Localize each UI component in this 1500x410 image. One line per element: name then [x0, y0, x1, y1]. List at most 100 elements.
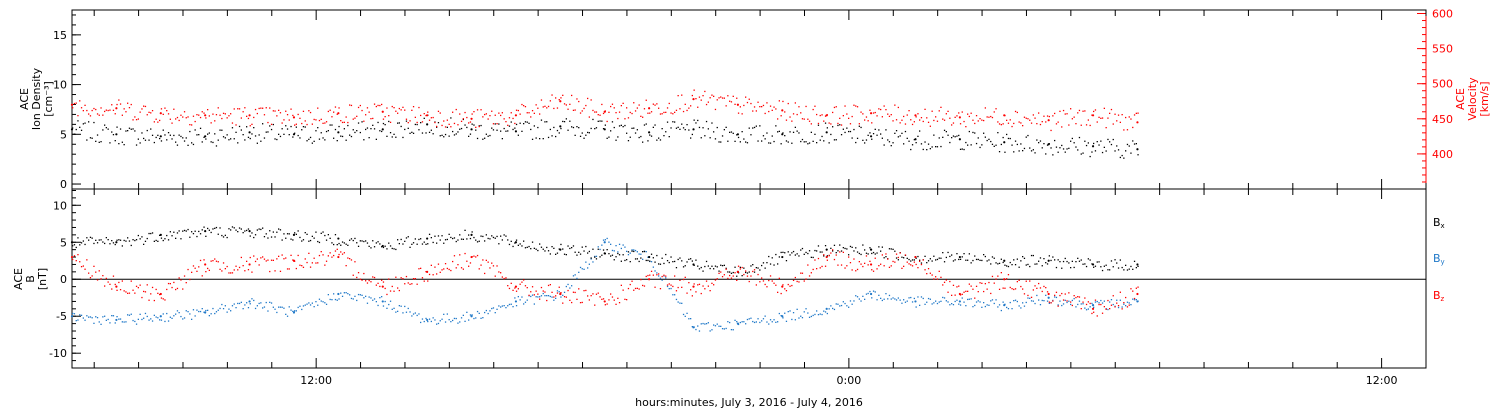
velocity-point — [115, 107, 118, 110]
by-dot — [1032, 300, 1034, 302]
bx-dot — [997, 263, 999, 265]
bz-dot — [361, 279, 363, 281]
velocity-dot — [602, 112, 605, 115]
density-dot — [1080, 153, 1082, 155]
bx-dot — [494, 237, 496, 239]
velocity-dot — [215, 114, 218, 116]
bz-dot — [546, 299, 548, 302]
bx-dot — [450, 236, 452, 239]
bx-dot — [787, 251, 789, 253]
bz-dot — [379, 285, 381, 288]
velocity-dot — [93, 107, 95, 110]
by-dot — [705, 323, 708, 325]
by-dot — [306, 303, 308, 305]
velocity-dot — [881, 116, 883, 118]
velocity-dot — [745, 96, 747, 98]
bx-dot — [880, 250, 882, 252]
by-dot — [524, 301, 527, 303]
density-dot — [519, 122, 521, 124]
by-dot — [519, 299, 521, 301]
bz-dot — [397, 287, 399, 289]
bz-dot — [524, 285, 527, 287]
bz-dot — [931, 274, 933, 276]
bx-dot — [411, 243, 413, 245]
velocity-dot — [851, 115, 853, 118]
bz-dot — [1039, 287, 1042, 289]
by-point — [514, 300, 518, 303]
bx-dot — [563, 253, 566, 255]
by-dot — [636, 251, 638, 253]
bx-dot — [1098, 261, 1100, 263]
bz-dot — [824, 265, 827, 267]
density-dot — [143, 137, 145, 140]
by-dot — [1126, 301, 1129, 303]
density-dot — [665, 131, 667, 133]
bz-dot — [858, 261, 860, 263]
bx-dot — [345, 243, 347, 245]
by-dot — [1107, 308, 1109, 311]
by-dot — [1009, 301, 1011, 304]
by-dot — [748, 318, 750, 320]
by-dot — [80, 314, 83, 316]
by-point — [426, 318, 429, 322]
bx-dot — [743, 267, 745, 269]
velocity-dot — [459, 113, 461, 115]
by-dot — [569, 287, 571, 289]
bz-dot — [668, 283, 670, 285]
by-dot — [146, 315, 148, 318]
bz-dot — [540, 286, 543, 289]
bx-dot — [721, 265, 724, 267]
bz-dot — [151, 286, 154, 289]
density-dot — [311, 142, 313, 144]
density-dot — [1014, 140, 1017, 142]
by-dot — [711, 329, 713, 331]
by-dot — [686, 312, 688, 314]
velocity-dot — [427, 111, 429, 113]
bx-dot — [1119, 259, 1121, 261]
by-dot — [468, 319, 470, 321]
density-dot — [693, 119, 695, 121]
velocity-dot — [778, 100, 780, 102]
bz-dot — [309, 266, 312, 268]
by-dot — [791, 318, 793, 321]
bx-dot — [341, 241, 344, 243]
density-dot — [942, 136, 944, 138]
bx-dot — [945, 256, 947, 259]
bz-dot — [920, 263, 923, 266]
bz-dot — [713, 284, 715, 286]
bx-dot — [274, 236, 276, 238]
velocity-dot — [945, 113, 947, 115]
by-dot — [175, 313, 177, 315]
bx-dot — [130, 244, 132, 247]
velocity-dot — [766, 102, 768, 104]
bx-dot — [439, 239, 441, 241]
by-dot — [272, 306, 274, 308]
velocity-dot — [450, 126, 452, 128]
velocity-dot — [1119, 121, 1121, 123]
velocity-dot — [135, 119, 138, 121]
bx-dot — [764, 267, 766, 269]
density-dot — [981, 144, 983, 146]
bx-dot — [533, 247, 535, 249]
bz-dot — [700, 292, 702, 295]
density-dot — [338, 125, 340, 128]
bx-dot — [1059, 261, 1061, 263]
velocity-dot — [345, 116, 347, 118]
bx-dot — [377, 241, 379, 243]
density-dot — [601, 120, 603, 122]
bz-dot — [1013, 288, 1015, 291]
bz-dot — [714, 279, 717, 281]
velocity-dot — [1036, 123, 1038, 125]
by-dot — [819, 313, 821, 315]
velocity-dot — [171, 122, 173, 124]
by-dot — [1130, 304, 1132, 306]
bz-dot — [254, 260, 257, 263]
density-dot — [700, 137, 702, 139]
density-dot — [276, 138, 278, 141]
by-dot — [102, 316, 104, 318]
velocity-dot — [338, 107, 340, 109]
density-dot — [501, 138, 503, 140]
bz-dot — [294, 260, 296, 262]
bx-dot — [839, 244, 841, 246]
bz-dot — [1123, 302, 1125, 304]
